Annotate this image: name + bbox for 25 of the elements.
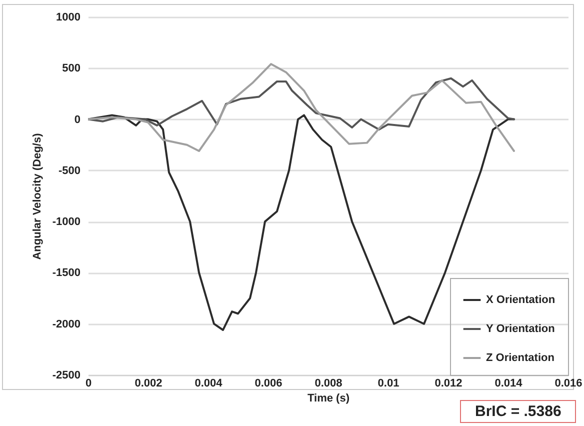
y-tick-label: -2000 [52, 318, 80, 330]
y-tick-label: -500 [58, 164, 80, 177]
x-tick-label: 0.002 [134, 378, 162, 390]
legend-label: X Orientation [486, 294, 556, 306]
line-series [88, 77, 515, 131]
y-tick-label: 0 [74, 114, 80, 126]
x-tick-label: 0.006 [254, 378, 282, 390]
y-tick-label: -1000 [52, 216, 80, 228]
legend-label: Z Orientation [486, 352, 555, 364]
x-tick-label: 0.01 [378, 378, 400, 390]
x-axis-title: Time (s) [308, 392, 350, 404]
x-tick-label: 0.004 [194, 378, 224, 390]
y-tick-label: 500 [62, 62, 80, 75]
y-tick-label: -1500 [52, 267, 80, 280]
text: BrIC = .5386 [460, 400, 576, 423]
legend-label: Y Orientation [486, 323, 556, 335]
x-tick-label: 0.016 [554, 378, 582, 390]
y-tick-label: -2500 [52, 370, 80, 382]
x-tick-label: 0 [85, 378, 92, 390]
y-tick-label: 1000 [56, 12, 80, 24]
x-tick-label: 0.008 [314, 378, 342, 390]
y-axis-title: Angular Velocity (Deg/s) [31, 132, 44, 260]
line-series [88, 63, 515, 152]
x-tick-label: 0.012 [434, 378, 462, 390]
x-tick-label: 0.014 [494, 378, 524, 390]
